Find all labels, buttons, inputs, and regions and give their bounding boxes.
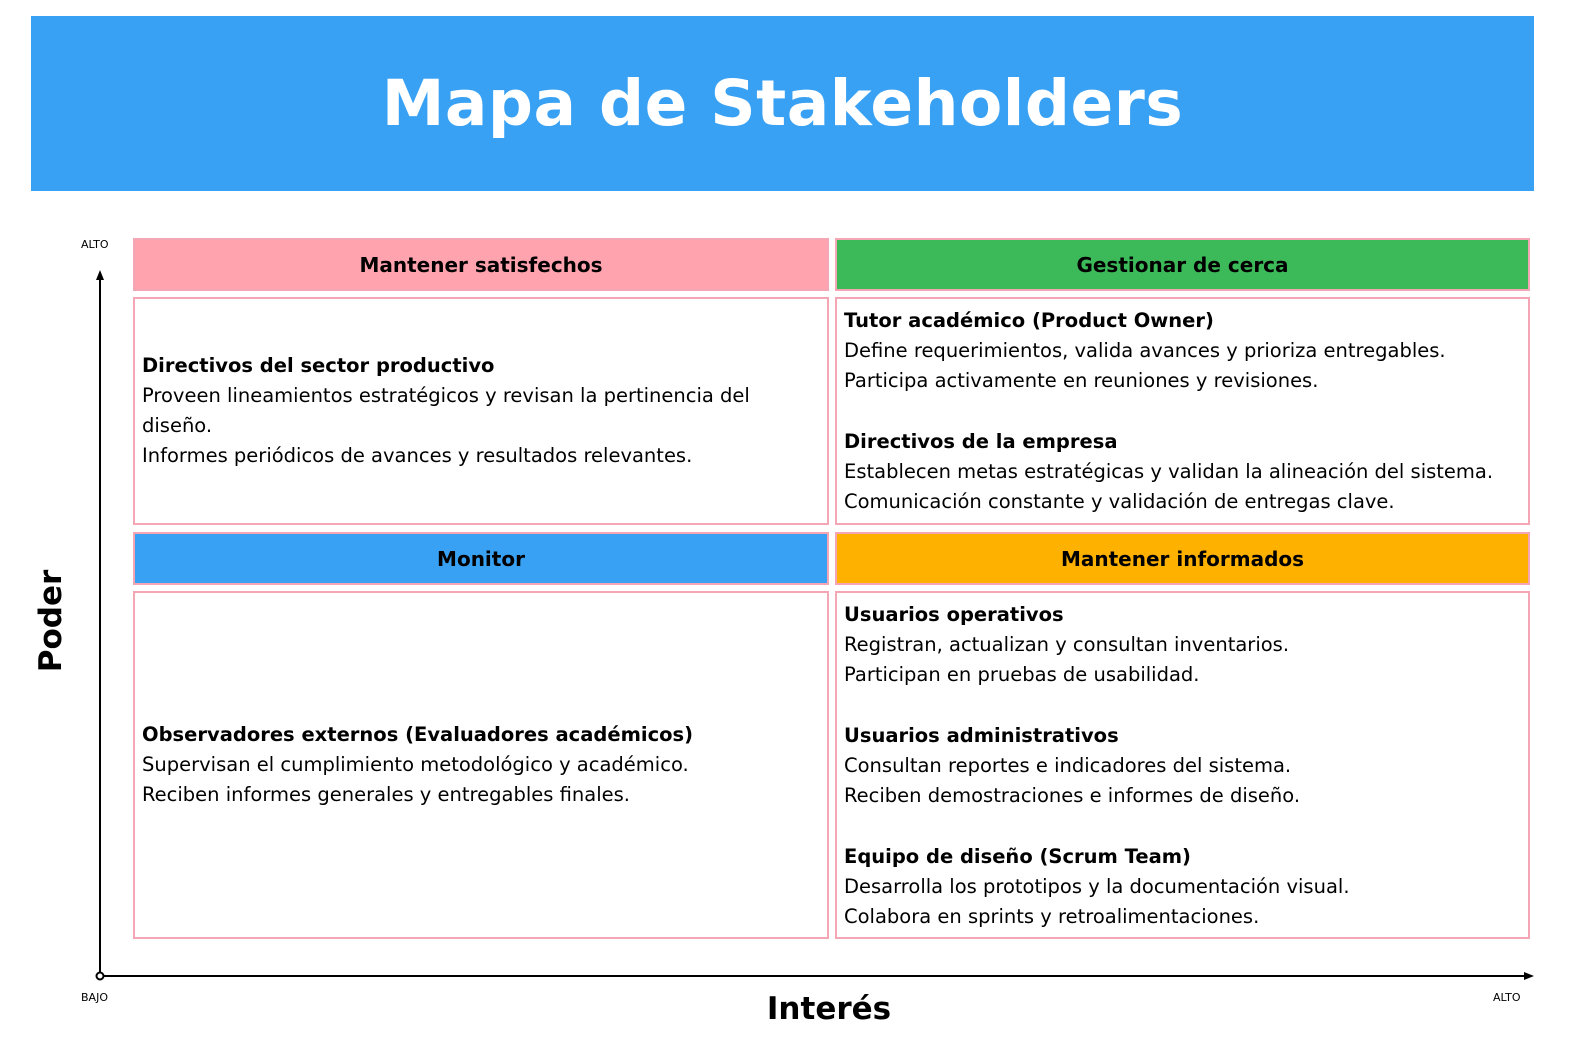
stakeholder-description: Informes periódicos de avances y resulta… bbox=[142, 444, 693, 468]
title-banner: Mapa de Stakeholders bbox=[31, 16, 1534, 191]
header-mantener-satisfechos: Mantener satisfechos bbox=[133, 238, 829, 291]
stakeholder-description: Reciben demostraciones e informes de dis… bbox=[844, 784, 1301, 808]
page-title: Mapa de Stakeholders bbox=[381, 67, 1184, 140]
stakeholder-title: Directivos de la empresa bbox=[844, 429, 1118, 453]
stakeholder-group: Usuarios operativos Registran, actualiza… bbox=[844, 600, 1522, 691]
stakeholder-title: Usuarios administrativos bbox=[844, 723, 1119, 747]
header-monitor: Monitor bbox=[133, 532, 829, 585]
stakeholder-description: Supervisan el cumplimiento metodológico … bbox=[142, 752, 689, 776]
stakeholder-group: Directivos de la empresa Establecen meta… bbox=[844, 427, 1522, 518]
stakeholder-group: Usuarios administrativos Consultan repor… bbox=[844, 721, 1522, 812]
x-axis-high-label: ALTO bbox=[1493, 991, 1521, 1004]
stakeholder-description: Reciben informes generales y entregables… bbox=[142, 783, 630, 807]
stakeholder-description: Proveen lineamientos estratégicos y revi… bbox=[142, 383, 750, 437]
y-axis-arrowhead bbox=[96, 270, 104, 280]
stakeholder-group: Tutor académico (Product Owner) Define r… bbox=[844, 306, 1522, 397]
stakeholder-description: Participa activamente en reuniones y rev… bbox=[844, 369, 1319, 393]
cell-monitor: Observadores externos (Evaluadores acadé… bbox=[133, 591, 829, 939]
stakeholder-description: Participan en pruebas de usabilidad. bbox=[844, 663, 1200, 687]
stakeholder-description: Registran, actualizan y consultan invent… bbox=[844, 633, 1290, 657]
stakeholder-title: Observadores externos (Evaluadores acadé… bbox=[142, 722, 694, 746]
header-gestionar-de-cerca: Gestionar de cerca bbox=[835, 238, 1530, 291]
stakeholder-group: Equipo de diseño (Scrum Team) Desarrolla… bbox=[844, 842, 1522, 933]
cell-mantener-satisfechos: Directivos del sector productivo Proveen… bbox=[133, 297, 829, 525]
cell-mantener-informados: Usuarios operativos Registran, actualiza… bbox=[835, 591, 1530, 939]
y-axis-high-label: ALTO bbox=[81, 238, 109, 251]
x-axis-title: Interés bbox=[766, 991, 892, 1027]
stakeholder-group: Observadores externos (Evaluadores acadé… bbox=[142, 720, 821, 811]
stakeholder-title: Directivos del sector productivo bbox=[142, 353, 495, 377]
stakeholder-description: Consultan reportes e indicadores del sis… bbox=[844, 754, 1292, 777]
header-mantener-informados: Mantener informados bbox=[835, 532, 1530, 585]
stakeholder-description: Comunicación constante y validación de e… bbox=[844, 490, 1395, 514]
stakeholder-description: Establecen metas estratégicas y validan … bbox=[844, 460, 1494, 483]
axis-origin bbox=[95, 971, 105, 981]
stakeholder-title: Equipo de diseño (Scrum Team) bbox=[844, 844, 1191, 868]
y-axis-title: Poder bbox=[33, 569, 69, 673]
x-axis-arrowhead bbox=[1524, 972, 1534, 980]
cell-gestionar-de-cerca: Tutor académico (Product Owner) Define r… bbox=[835, 297, 1530, 525]
stakeholder-description: Define requerimientos, valida avances y … bbox=[844, 339, 1446, 363]
stakeholder-description: Colabora en sprints y retroalimentacione… bbox=[844, 905, 1260, 928]
stakeholder-description: Desarrolla los prototipos y la documenta… bbox=[844, 874, 1350, 898]
stakeholder-title: Tutor académico (Product Owner) bbox=[844, 309, 1214, 332]
x-axis-low-label: BAJO bbox=[81, 991, 108, 1004]
stakeholder-group: Directivos del sector productivo Proveen… bbox=[142, 351, 821, 472]
stakeholder-title: Usuarios operativos bbox=[844, 603, 1064, 626]
